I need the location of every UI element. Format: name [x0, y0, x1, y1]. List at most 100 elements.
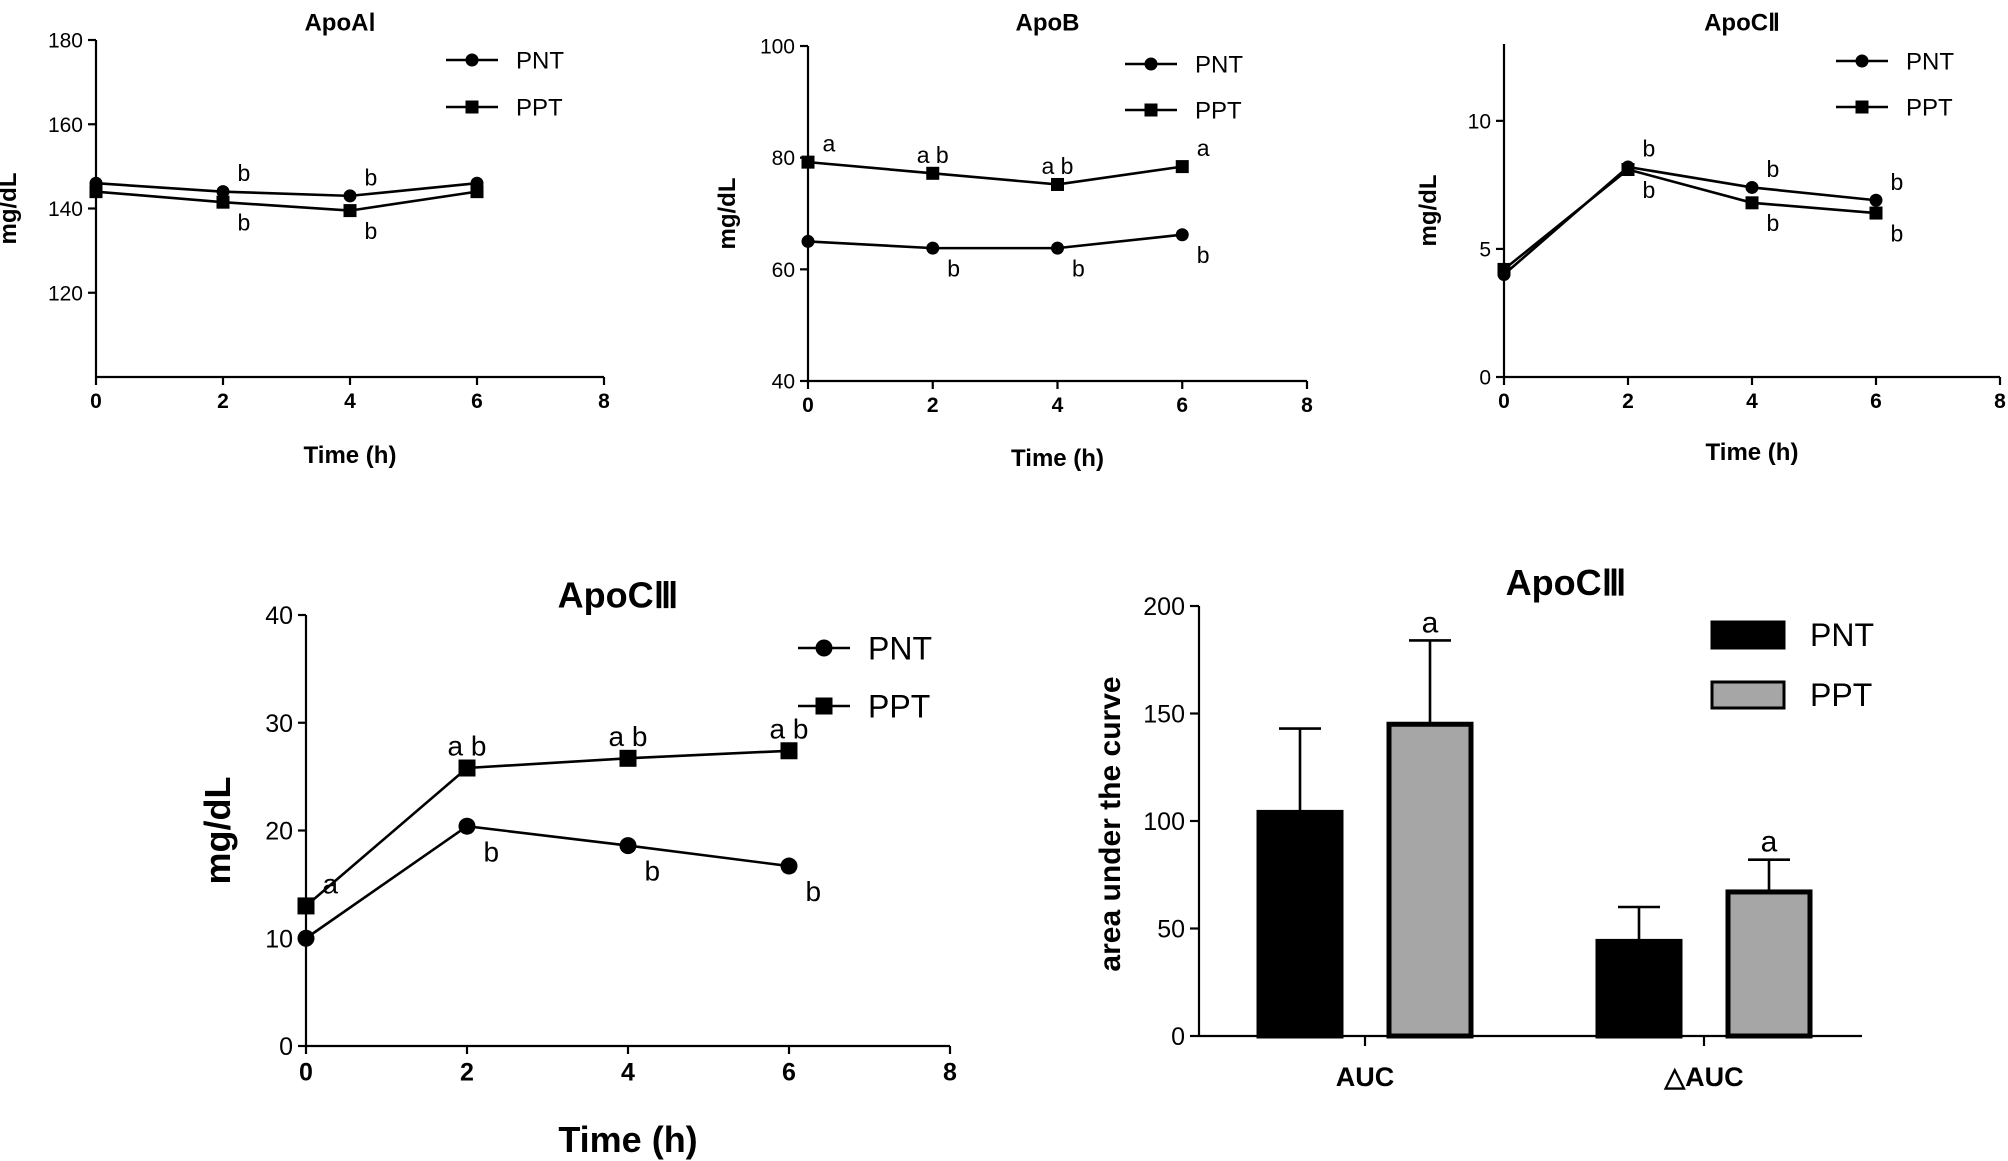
significance-label: a b [1042, 153, 1074, 179]
y-tick-label: 0 [1479, 367, 1491, 390]
data-point-pnt [343, 189, 357, 203]
y-tick-label: 5 [1479, 238, 1491, 261]
significance-label: b [484, 836, 500, 867]
x-tick-label: 8 [1301, 394, 1313, 417]
bar-ppt [1725, 889, 1813, 1039]
chart-title: ApoCⅡ [1704, 9, 1780, 36]
x-tick-label: △AUC [1663, 1062, 1743, 1092]
x-axis-label: Time (h) [1011, 445, 1104, 472]
x-tick-label: 6 [471, 390, 483, 413]
data-point-ppt [458, 759, 476, 777]
y-tick-label: 10 [1468, 110, 1491, 133]
series-line-pnt [305, 824, 790, 940]
legend-label: PNT [1906, 49, 1954, 76]
significance-label: a b [448, 731, 487, 762]
x-axis-label: Time (h) [1706, 439, 1799, 466]
data-point-pnt [216, 185, 230, 199]
legend-label: PPT [1810, 677, 1872, 713]
significance-label: b [645, 856, 661, 887]
y-tick-label: 0 [1171, 1023, 1185, 1051]
y-axis-label: area under the curve [1094, 676, 1127, 971]
series-line-pnt [95, 181, 478, 198]
significance-label: b [238, 210, 251, 236]
legend-label: PPT [868, 689, 930, 725]
significance-label: b [238, 160, 251, 186]
significance-label: b [365, 164, 378, 190]
significance-label: a b [917, 142, 949, 168]
y-tick-label: 140 [48, 198, 83, 221]
legend-marker-ppt [1855, 100, 1869, 114]
significance-label: b [1643, 177, 1656, 203]
x-tick-label: 8 [1994, 390, 2006, 413]
legend-marker-pnt [1855, 54, 1869, 68]
x-tick-label: 4 [621, 1059, 635, 1087]
x-tick-label: 0 [299, 1059, 313, 1087]
y-tick-label: 80 [772, 147, 795, 170]
data-point-pnt [926, 241, 940, 255]
x-tick-label: 6 [1176, 394, 1188, 417]
x-tick-label: 4 [1746, 390, 1758, 413]
x-tick-label: 2 [217, 390, 229, 413]
significance-label: b [806, 876, 822, 907]
legend-marker-ppt [465, 100, 479, 114]
significance-label: b [365, 218, 378, 244]
y-tick-label: 50 [1157, 916, 1185, 944]
series-line-pnt [1503, 165, 1877, 276]
series-line-ppt [1503, 168, 1877, 271]
x-tick-label: 2 [1622, 390, 1634, 413]
data-point-pnt [297, 929, 315, 947]
x-tick-label: 0 [802, 394, 814, 417]
x-axis-label: Time (h) [558, 1119, 697, 1160]
x-tick-label: 0 [90, 390, 102, 413]
x-tick-label: 8 [598, 390, 610, 413]
y-axis-label: mg/dL [714, 178, 741, 250]
significance-label: a [823, 131, 836, 157]
data-point-ppt [343, 204, 357, 218]
x-tick-label: 4 [344, 390, 356, 413]
data-point-ppt [216, 195, 230, 209]
y-tick-label: 40 [265, 602, 293, 630]
bar-ppt [1386, 721, 1474, 1039]
y-axis-label: mg/dL [197, 777, 238, 885]
chart-title: ApoCⅢ [1506, 562, 1627, 603]
chart-apoc3-auc: ApoCⅢ 0 50 100 150 200 area under the curve AUC… [1094, 562, 1874, 1092]
legend-swatch-ppt [1710, 680, 1786, 710]
legend-label: PPT [1906, 95, 1953, 122]
series-line-pnt [807, 233, 1183, 250]
x-axis-label: Time (h) [304, 442, 397, 469]
significance-label: a [1197, 135, 1210, 161]
chart-apoc3: ApoCⅢ 0 10 20 30 40 0 2 4 6 8 Time (h) mg/dL b b b a a b a… [197, 575, 957, 1160]
data-point-ppt [926, 166, 940, 180]
y-tick-label: 100 [760, 36, 795, 59]
data-point-pnt [1175, 228, 1189, 242]
data-point-pnt [619, 837, 637, 855]
legend-marker-ppt [1144, 103, 1158, 117]
x-tick-label: 4 [1052, 394, 1064, 417]
x-tick-label: 8 [943, 1059, 957, 1087]
legend-label: PNT [868, 631, 932, 667]
significance-label: a [1761, 826, 1778, 859]
y-tick-label: 200 [1143, 593, 1185, 621]
legend-label: PNT [516, 48, 564, 75]
data-point-ppt [1869, 206, 1883, 220]
chart-apob: ApoB 40 60 80 100 0 2 4 6 8 Time (h) mg/dL b b b a a b a … [714, 9, 1313, 472]
x-tick-label: 6 [782, 1059, 796, 1087]
significance-label: b [1197, 242, 1210, 268]
legend-marker-pnt [465, 53, 479, 67]
data-point-ppt [1497, 262, 1511, 276]
significance-label: b [1767, 156, 1780, 182]
significance-label: b [1767, 210, 1780, 236]
bar-pnt [1595, 938, 1683, 1039]
y-tick-label: 100 [1143, 808, 1185, 836]
bar-pnt [1256, 809, 1344, 1039]
significance-label: b [1643, 135, 1656, 161]
y-tick-label: 10 [265, 925, 293, 953]
data-point-ppt [1051, 177, 1064, 191]
legend-label: PNT [1810, 617, 1874, 653]
y-tick-label: 150 [1143, 701, 1185, 729]
legend-marker-pnt [815, 639, 833, 657]
series-line-ppt [305, 749, 790, 907]
x-tick-label: 0 [1498, 390, 1510, 413]
series-line-ppt [95, 190, 478, 212]
